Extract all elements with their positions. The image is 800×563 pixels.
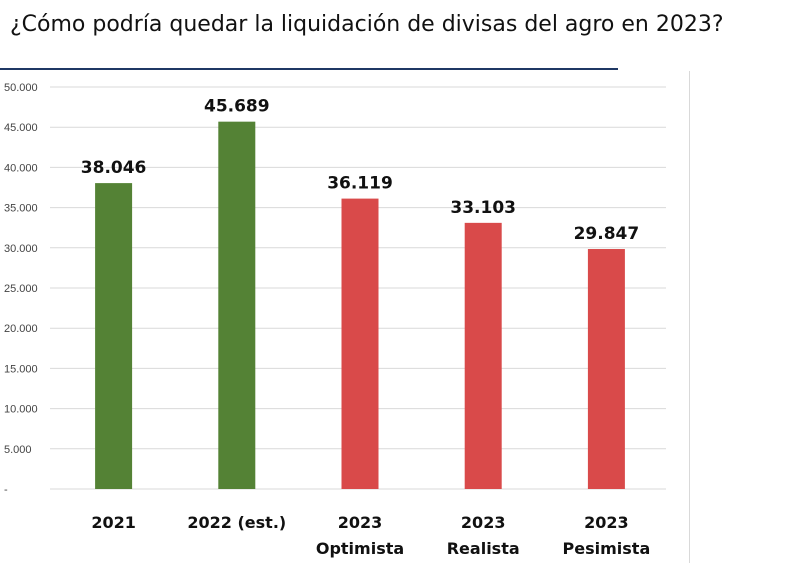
x-tick-label: 2023 Optimista xyxy=(316,513,404,558)
bars xyxy=(95,121,625,490)
x-tick-label: 2021 xyxy=(91,513,136,532)
data-labels: 38.046 45.689 36.119 33.103 29.847 xyxy=(81,97,639,244)
x-tick-label-line: Realista xyxy=(447,539,520,558)
data-label: 33.103 xyxy=(450,198,516,218)
chart-title: ¿Cómo podría quedar la liquidación de di… xyxy=(10,12,724,37)
x-tick-label-line: 2023 xyxy=(584,513,629,532)
y-axis-ticks: - 5.000 10.000 15.000 20.000 25.000 30.000 35.0… xyxy=(4,82,38,496)
y-tick-label: 50.000 xyxy=(4,82,38,94)
bar xyxy=(95,183,133,489)
y-tick-label: 15.000 xyxy=(4,363,38,375)
y-tick-label: 30.000 xyxy=(4,243,38,255)
y-tick-label: 45.000 xyxy=(4,122,38,134)
bar-chart: - 5.000 10.000 15.000 20.000 25.000 30.000 35.0… xyxy=(4,82,666,558)
y-tick-label: 5.000 xyxy=(4,444,32,456)
data-label: 29.847 xyxy=(574,224,640,244)
bar xyxy=(464,222,502,490)
data-label: 38.046 xyxy=(81,158,147,178)
chart-frame: - 5.000 10.000 15.000 20.000 25.000 30.000 35.0… xyxy=(0,71,690,563)
y-tick-label: 20.000 xyxy=(4,323,38,335)
bar xyxy=(218,121,256,490)
bar xyxy=(587,249,625,489)
y-tick-label: 35.000 xyxy=(4,203,38,215)
x-tick-label-line: Pesimista xyxy=(563,539,651,558)
data-label: 36.119 xyxy=(327,174,393,194)
y-tick-label: 25.000 xyxy=(4,283,38,295)
x-tick-label-line: 2023 xyxy=(461,513,506,532)
x-tick-label-line: 2023 xyxy=(338,513,383,532)
y-tick-label: 10.000 xyxy=(4,404,38,416)
x-tick-label: 2023 Pesimista xyxy=(563,513,651,558)
x-axis-labels: 2021 2022 (est.) 2023 Optimista 2023 Realista… xyxy=(91,513,650,558)
x-tick-label-line: Optimista xyxy=(316,539,404,558)
bar xyxy=(341,198,379,489)
x-tick-label: 2022 (est.) xyxy=(187,513,286,532)
x-tick-label-line: 2021 xyxy=(91,513,136,532)
y-tick-label: 40.000 xyxy=(4,162,38,174)
title-underline xyxy=(0,68,618,70)
y-tick-label: - xyxy=(4,484,8,496)
data-label: 45.689 xyxy=(204,97,270,117)
x-tick-label: 2023 Realista xyxy=(447,513,520,558)
x-tick-label-line: 2022 (est.) xyxy=(187,513,286,532)
